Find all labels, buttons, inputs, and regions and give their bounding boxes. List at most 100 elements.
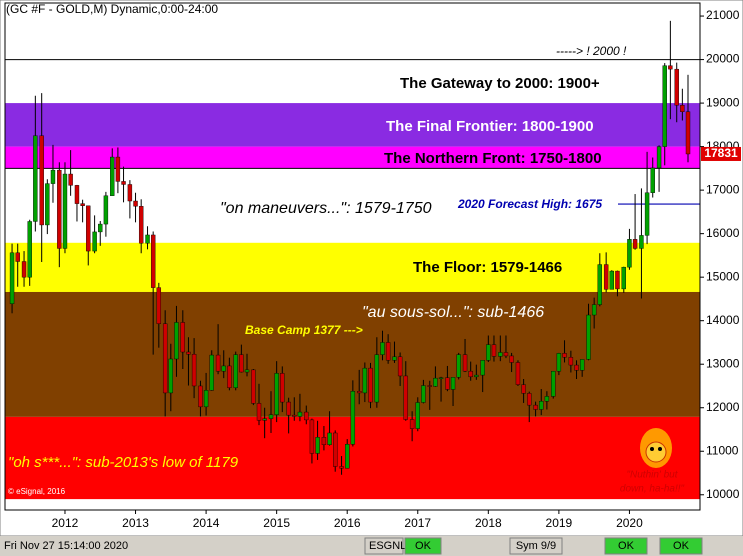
annotation: down, ha-ha!!" — [620, 484, 685, 495]
candle-body — [503, 352, 509, 357]
candle-body — [86, 205, 91, 252]
candle-body — [133, 200, 138, 207]
candle-body — [215, 354, 221, 372]
candle-body — [615, 270, 620, 290]
annotation: "Nuthin' but — [626, 470, 678, 481]
candle-body — [286, 401, 291, 416]
candle-body — [474, 374, 479, 378]
candle-body — [21, 261, 27, 278]
fire-icon-eye — [650, 447, 654, 451]
candle-body — [92, 231, 97, 252]
y-tick-label: 17000 — [706, 182, 740, 196]
forecast-label: 2020 Forecast High: 1675 — [457, 197, 602, 211]
candle-body — [350, 390, 356, 445]
status-ok-cell — [604, 537, 648, 555]
fire-icon-eye — [658, 447, 662, 451]
candle-body — [339, 466, 344, 469]
candle-body — [203, 390, 209, 408]
status-ok-cell — [404, 537, 442, 555]
status-symbols: Sym 9/9 — [516, 540, 556, 552]
candle-body — [27, 221, 32, 278]
band-label: The Final Frontier: 1800-1900 — [386, 118, 594, 135]
band-label: The Floor: 1579-1466 — [413, 259, 562, 276]
candle-body — [333, 432, 338, 467]
candle-body — [603, 264, 609, 290]
candle-body — [486, 344, 491, 361]
candle-body — [397, 356, 403, 377]
candle-body — [380, 342, 385, 355]
status-cell — [509, 537, 563, 555]
candle-body — [674, 68, 679, 106]
y-tick-label: 11000 — [706, 443, 739, 457]
candle-body — [427, 385, 432, 387]
candle-body — [421, 385, 426, 403]
candle-body — [115, 156, 121, 182]
candle-body — [368, 367, 373, 403]
candle-body — [491, 344, 497, 357]
candle-body — [244, 369, 250, 373]
candle-body — [274, 373, 279, 415]
candle-body — [556, 353, 562, 372]
candle-body — [521, 384, 526, 394]
candle-body — [309, 419, 315, 454]
candle-body — [374, 354, 380, 403]
candle-body — [156, 287, 162, 324]
candle-body — [256, 403, 262, 421]
candle-body — [121, 181, 126, 185]
status-datetime: Fri Nov 27 15:14:00 2020 — [4, 540, 128, 552]
candle-body — [574, 364, 579, 371]
candle-body — [168, 358, 174, 394]
candle-body — [209, 354, 214, 391]
candle-body — [662, 65, 667, 147]
status-ok: OK — [673, 540, 690, 552]
candle-body — [680, 105, 685, 112]
band-label: "au sous-sol...": sub-1466 — [362, 304, 544, 321]
y-tick-label: 14000 — [706, 313, 740, 327]
candle-body — [362, 367, 368, 394]
candle-body — [627, 239, 632, 268]
candle-body — [568, 357, 574, 366]
candle-body — [480, 360, 485, 376]
candle-body — [33, 135, 38, 222]
price-band — [5, 168, 700, 243]
candle-body — [509, 355, 514, 363]
last-price-label: 17831 — [704, 146, 738, 160]
candle-body — [456, 354, 461, 378]
candle-body — [579, 359, 585, 371]
candle-body — [415, 402, 420, 429]
candle-body — [280, 373, 285, 403]
candle-body — [268, 414, 274, 419]
candle-body — [45, 183, 50, 226]
candle-body — [110, 156, 115, 196]
y-tick-label: 19000 — [706, 95, 740, 109]
candle-body — [186, 351, 191, 355]
candle-body — [304, 411, 309, 421]
chart-title: (GC #F - GOLD,M) Dynamic,0:00-24:00 — [6, 2, 218, 16]
candle-body — [221, 365, 226, 372]
plot-area: 2020 Forecast High: 1675 The Gateway to 2… — [5, 20, 700, 500]
candle-body — [597, 264, 603, 305]
plot-border — [4, 2, 701, 511]
candle-body — [68, 173, 73, 186]
candle-body — [357, 390, 362, 394]
candle-body — [515, 362, 521, 385]
status-feed: ESGNL: — [369, 540, 409, 552]
candle-body — [450, 377, 456, 390]
last-price-box — [701, 146, 741, 161]
x-tick-label: 2016 — [334, 516, 361, 530]
candle-body — [392, 356, 397, 361]
candle-body — [103, 195, 109, 225]
candle-body — [145, 234, 150, 244]
annotation: © eSignal, 2016 — [8, 487, 66, 496]
candle-body — [74, 185, 80, 204]
candle-body — [239, 354, 244, 373]
candle-body — [668, 65, 673, 70]
candle-body — [539, 401, 544, 410]
candle-body — [15, 252, 20, 262]
y-tick-label: 12000 — [706, 400, 740, 414]
candle-body — [544, 396, 550, 402]
candle-body — [98, 223, 103, 233]
candle-body — [251, 369, 256, 404]
candle-body — [227, 365, 232, 388]
